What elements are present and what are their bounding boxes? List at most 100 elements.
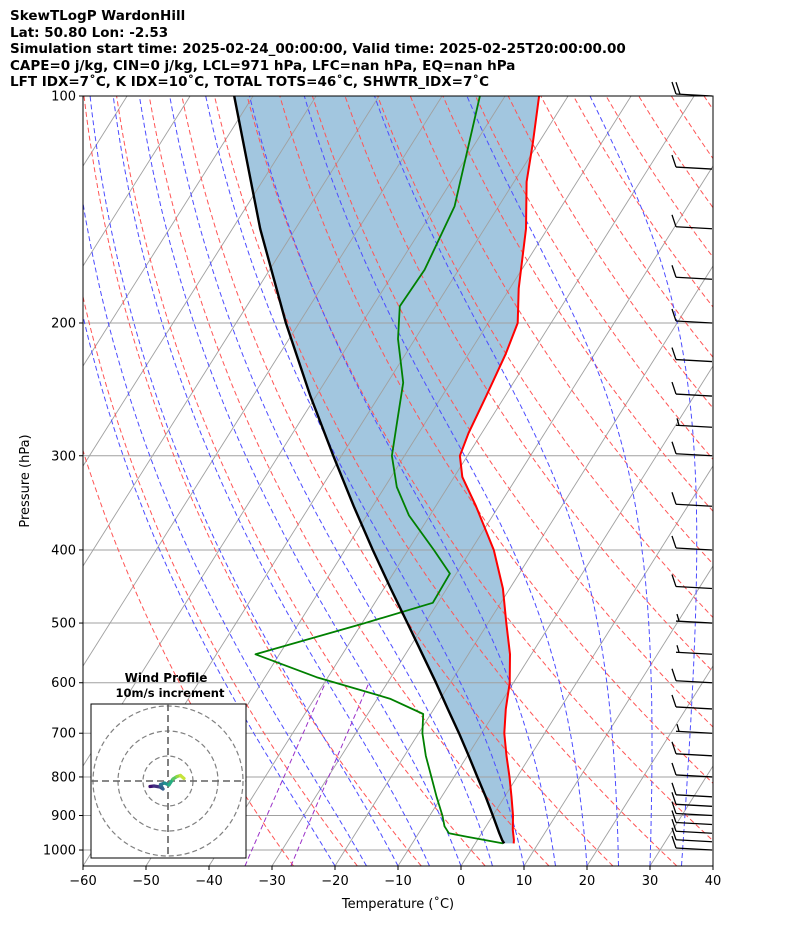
wind-barb [675,645,713,655]
parcel-line [233,96,506,845]
wind-barb [671,265,713,280]
x-tick-label: 30 [642,874,659,889]
wind-barb [671,668,713,684]
dry-adiabat [83,294,358,866]
wind-barbs [671,81,713,851]
wind-barb [675,418,713,428]
x-tick-label: −60 [69,874,96,889]
wind-barb [671,347,713,363]
dry-adiabat [279,96,713,784]
wind-barb [671,762,713,778]
y-tick-label: 600 [51,676,76,691]
dewpoint-line [254,96,504,845]
moist-adiabat [303,96,588,866]
wind-barb [671,835,713,851]
moist-adiabat [89,96,399,866]
x-tick-label: 40 [705,874,722,889]
moist-adiabat [205,96,525,866]
mixing-ratio-line [290,682,370,866]
wind-barb [675,613,713,624]
isotherm [712,865,713,866]
y-tick-label: 100 [51,90,76,105]
dry-adiabat [311,96,713,728]
wind-barb [671,694,713,710]
hodograph-segment [178,773,186,781]
y-tick-label: 700 [51,727,76,742]
x-tick-label: −40 [195,874,222,889]
dry-adiabat [148,96,550,866]
isotherm [83,96,380,567]
isotherm [0,96,1,866]
time-line: Simulation start time: 2025-02-24_00:00:… [10,41,626,57]
dry-adiabat [246,96,713,842]
isotherm [83,96,191,267]
x-tick-label: −50 [132,874,159,889]
inset-subtitle: 10m/s increment [116,686,225,700]
dry-adiabat [181,96,614,866]
wind-barb [671,308,713,324]
x-tick-label: 0 [457,874,465,889]
dry-adiabat [737,96,794,866]
x-tick-label: −20 [321,874,348,889]
wind-barb [671,810,713,826]
cape-line: CAPE=0 j/kg, CIN=0 j/kg, LCL=971 hPa, LF… [10,57,516,74]
moist-adiabat [112,96,430,866]
y-axis-label: Pressure (hPa) [18,434,33,527]
wind-profile-inset: Wind Profile 10m/s increment [90,671,247,859]
isotherm [523,565,713,866]
dry-adiabat [409,96,713,565]
wind-barb [671,214,713,230]
mixing-ratio-line [244,682,326,866]
y-tick-label: 900 [51,809,76,824]
wind-barb [671,741,713,757]
x-tick-label: 10 [516,874,533,889]
location-line: Lat: 50.80 Lon: -2.53 [10,24,169,41]
isotherm [586,665,713,866]
x-tick-label: −10 [384,874,411,889]
dry-adiabat [344,96,713,673]
isotherm [83,96,443,667]
y-tick-label: 300 [51,449,76,464]
moist-adiabat [589,96,698,866]
wind-barb [671,801,713,817]
wind-barb [671,782,713,798]
wind-barb [671,819,713,834]
moist-adiabat [83,200,367,866]
chart-title: SkewTLogP WardonHill [10,8,186,24]
dry-adiabat [572,96,713,308]
x-tick-label: −30 [258,874,285,889]
isotherm [460,465,713,866]
y-tick-label: 800 [51,770,76,785]
wind-barb [671,492,713,507]
temperature-line [458,96,541,844]
hodograph-trace [148,773,186,791]
y-tick-label: 500 [51,617,76,632]
wind-barb [671,381,713,397]
profile-lines [233,96,541,845]
inset-title: Wind Profile [125,671,208,685]
chart-header: SkewTLogP WardonHill Lat: 50.80 Lon: -2.… [10,8,626,91]
y-tick-label: 400 [51,543,76,558]
y-tick-label: 200 [51,316,76,331]
moist-adiabat [83,313,336,866]
dry-adiabat [214,96,678,866]
isotherm [208,96,695,866]
wind-barb [671,535,713,551]
y-tick-label: 1000 [43,844,76,859]
wind-barb [675,724,713,734]
dry-adiabat [507,96,713,409]
moist-adiabat [374,96,619,866]
wind-barb [671,441,713,457]
isotherm [83,96,317,467]
moist-adiabat [169,96,493,866]
moist-adiabat [138,96,462,866]
wind-barb [671,792,713,807]
dry-adiabat [769,96,794,866]
index-line: LFT IDX=7˚C, K IDX=10˚C, TOTAL TOTS=46˚C… [10,74,490,90]
wind-barb [671,81,713,97]
dry-adiabat [703,96,713,111]
moist-adiabat [249,96,556,866]
x-axis-label: Temperature (˚C) [341,896,454,912]
wind-barb [671,154,713,170]
